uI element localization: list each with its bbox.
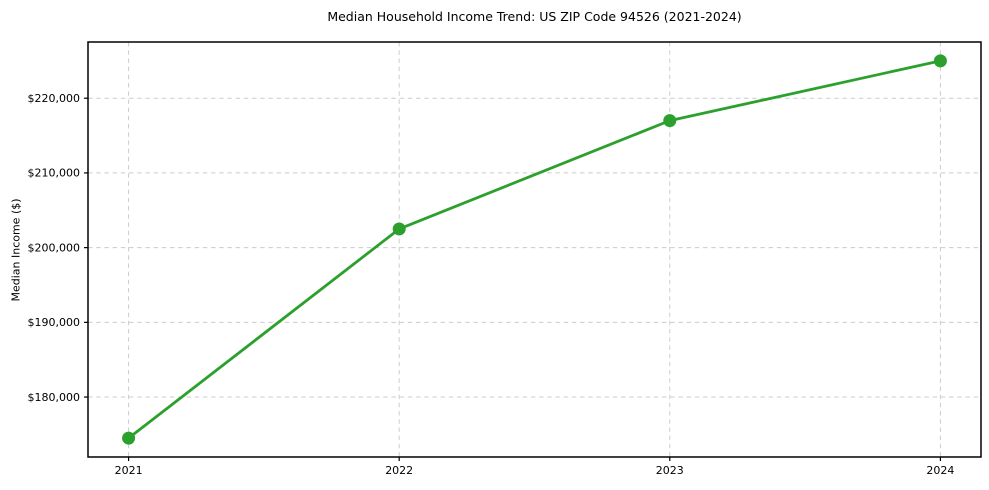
x-tick-label: 2022 <box>385 464 413 477</box>
trend-line <box>127 59 942 440</box>
y-tick-label: $210,000 <box>28 167 81 180</box>
x-tick-label: 2021 <box>115 464 143 477</box>
axes-frame <box>87 41 982 458</box>
y-tick-label: $220,000 <box>28 92 81 105</box>
y-tick-label: $180,000 <box>28 391 81 404</box>
y-tick-label: $200,000 <box>28 241 81 254</box>
y-axis-label: Median Income ($) <box>9 198 23 302</box>
data-point-marker <box>392 222 406 236</box>
y-tick-label: $190,000 <box>28 316 81 329</box>
data-point-marker <box>663 114 677 128</box>
data-point-marker <box>933 54 947 68</box>
data-point-marker <box>122 431 136 445</box>
chart-title: Median Household Income Trend: US ZIP Co… <box>327 9 742 24</box>
x-tick-label: 2023 <box>656 464 684 477</box>
x-tick-label: 2024 <box>926 464 954 477</box>
